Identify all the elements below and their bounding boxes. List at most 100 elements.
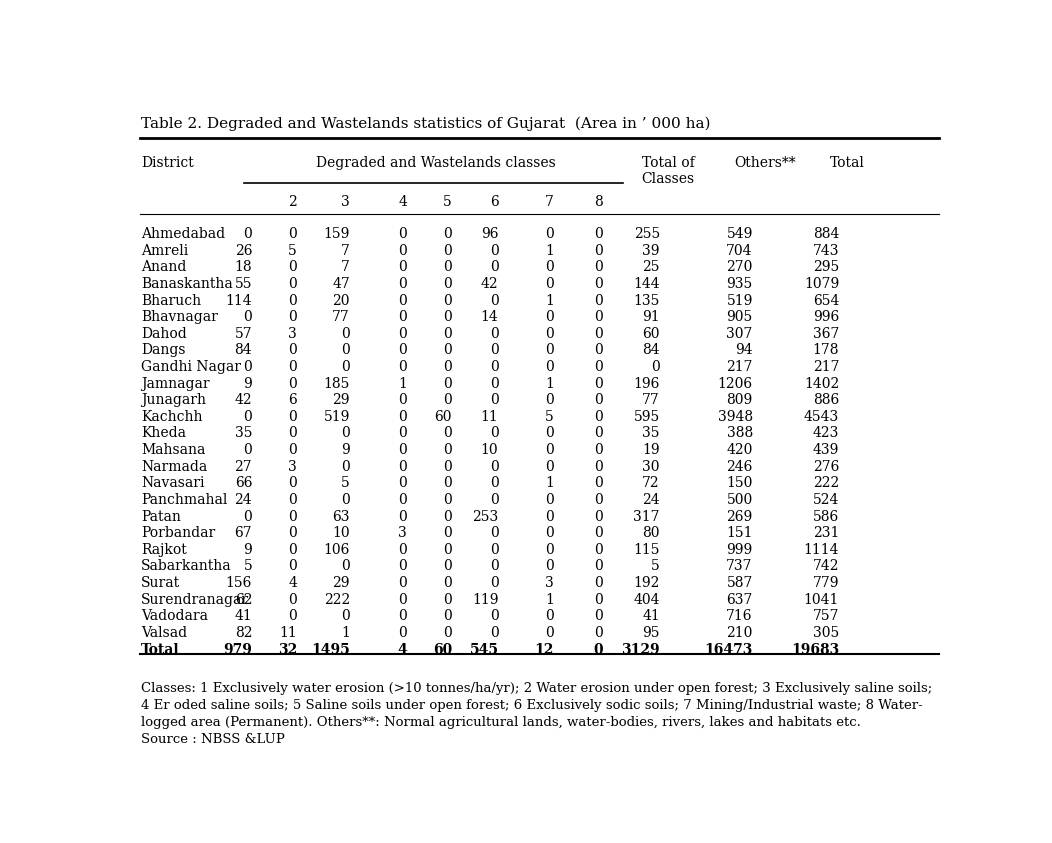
- Text: 0: 0: [545, 343, 553, 357]
- Text: 35: 35: [643, 427, 660, 441]
- Text: 19: 19: [642, 443, 660, 457]
- Text: 0: 0: [593, 642, 603, 657]
- Text: 0: 0: [399, 560, 407, 573]
- Text: 307: 307: [726, 327, 753, 341]
- Text: 305: 305: [813, 626, 839, 640]
- Text: 0: 0: [545, 526, 553, 540]
- Text: 156: 156: [226, 576, 252, 590]
- Text: 0: 0: [443, 377, 452, 390]
- Text: 886: 886: [813, 393, 839, 407]
- Text: 0: 0: [399, 293, 407, 308]
- Text: 135: 135: [633, 293, 660, 308]
- Text: 24: 24: [235, 493, 252, 507]
- Text: 270: 270: [726, 260, 753, 274]
- Text: 0: 0: [288, 609, 297, 623]
- Text: 0: 0: [545, 427, 553, 441]
- Text: 0: 0: [399, 244, 407, 258]
- Text: 0: 0: [489, 360, 499, 374]
- Text: 20: 20: [332, 293, 350, 308]
- Text: 1402: 1402: [804, 377, 839, 390]
- Text: 0: 0: [489, 476, 499, 491]
- Text: 0: 0: [399, 427, 407, 441]
- Text: 0: 0: [288, 293, 297, 308]
- Text: Narmada: Narmada: [141, 459, 207, 474]
- Text: 0: 0: [443, 343, 452, 357]
- Text: Bhavnagar: Bhavnagar: [141, 310, 218, 325]
- Text: 0: 0: [489, 244, 499, 258]
- Text: Total: Total: [830, 156, 865, 169]
- Text: 0: 0: [594, 576, 603, 590]
- Text: Source : NBSS &LUP: Source : NBSS &LUP: [141, 733, 285, 746]
- Text: 0: 0: [288, 593, 297, 607]
- Text: 0: 0: [545, 509, 553, 524]
- Text: 0: 0: [594, 327, 603, 341]
- Text: 0: 0: [288, 526, 297, 540]
- Text: 151: 151: [726, 526, 753, 540]
- Text: 0: 0: [399, 410, 407, 424]
- Text: 0: 0: [399, 626, 407, 640]
- Text: 0: 0: [594, 609, 603, 623]
- Text: Rajkot: Rajkot: [141, 543, 187, 557]
- Text: Porbandar: Porbandar: [141, 526, 216, 540]
- Text: 0: 0: [594, 277, 603, 291]
- Text: 24: 24: [642, 493, 660, 507]
- Text: 5: 5: [243, 560, 252, 573]
- Text: 0: 0: [594, 543, 603, 557]
- Text: Degraded and Wastelands classes: Degraded and Wastelands classes: [316, 156, 555, 169]
- Text: 0: 0: [594, 410, 603, 424]
- Text: 0: 0: [545, 260, 553, 274]
- Text: 0: 0: [489, 293, 499, 308]
- Text: 96: 96: [481, 227, 499, 241]
- Text: 5: 5: [651, 560, 660, 573]
- Text: 0: 0: [288, 227, 297, 241]
- Text: 9: 9: [243, 543, 252, 557]
- Text: 0: 0: [399, 443, 407, 457]
- Text: 0: 0: [594, 560, 603, 573]
- Text: 0: 0: [443, 593, 452, 607]
- Text: 0: 0: [399, 343, 407, 357]
- Text: 12: 12: [534, 642, 553, 657]
- Text: 32: 32: [278, 642, 297, 657]
- Text: 0: 0: [288, 377, 297, 390]
- Text: 743: 743: [813, 244, 839, 258]
- Text: 0: 0: [489, 427, 499, 441]
- Text: 42: 42: [481, 277, 499, 291]
- Text: 217: 217: [726, 360, 753, 374]
- Text: 0: 0: [594, 227, 603, 241]
- Text: 6: 6: [489, 195, 499, 208]
- Text: 0: 0: [341, 560, 350, 573]
- Text: 0: 0: [594, 360, 603, 374]
- Text: 0: 0: [594, 427, 603, 441]
- Text: Amreli: Amreli: [141, 244, 188, 258]
- Text: 9: 9: [341, 443, 350, 457]
- Text: 519: 519: [324, 410, 350, 424]
- Text: 595: 595: [633, 410, 660, 424]
- Text: 3948: 3948: [717, 410, 753, 424]
- Text: 0: 0: [545, 626, 553, 640]
- Text: 3: 3: [341, 195, 350, 208]
- Text: 0: 0: [288, 543, 297, 557]
- Text: 519: 519: [726, 293, 753, 308]
- Text: 0: 0: [489, 526, 499, 540]
- Text: 16473: 16473: [705, 642, 753, 657]
- Text: 0: 0: [489, 493, 499, 507]
- Text: 0: 0: [399, 593, 407, 607]
- Text: Total of
Classes: Total of Classes: [642, 156, 694, 186]
- Text: 0: 0: [489, 343, 499, 357]
- Text: 0: 0: [443, 277, 452, 291]
- Text: 0: 0: [399, 327, 407, 341]
- Text: 72: 72: [642, 476, 660, 491]
- Text: 14: 14: [481, 310, 499, 325]
- Text: 0: 0: [443, 393, 452, 407]
- Text: 0: 0: [489, 543, 499, 557]
- Text: 0: 0: [545, 543, 553, 557]
- Text: 7: 7: [341, 260, 350, 274]
- Text: 1: 1: [545, 293, 553, 308]
- Text: Kheda: Kheda: [141, 427, 186, 441]
- Text: 5: 5: [288, 244, 297, 258]
- Text: 95: 95: [643, 626, 660, 640]
- Text: 0: 0: [594, 526, 603, 540]
- Text: 115: 115: [633, 543, 660, 557]
- Text: 185: 185: [324, 377, 350, 390]
- Text: District: District: [141, 156, 194, 169]
